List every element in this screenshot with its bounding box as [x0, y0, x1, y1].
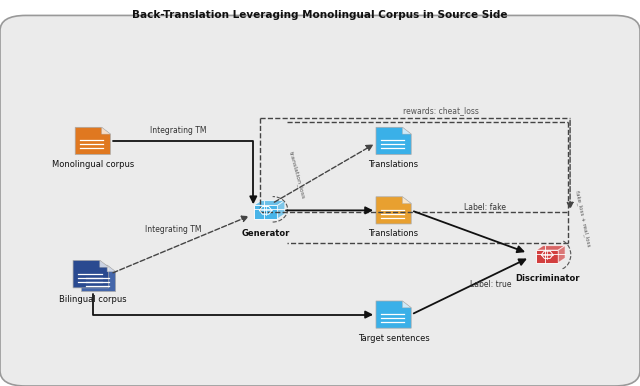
Text: Label: fake: Label: fake	[464, 203, 506, 212]
Polygon shape	[81, 265, 116, 291]
Text: Translations: Translations	[369, 229, 419, 239]
Polygon shape	[403, 127, 412, 134]
FancyBboxPatch shape	[0, 15, 640, 386]
Polygon shape	[277, 201, 285, 219]
Text: Translations: Translations	[369, 160, 419, 169]
Polygon shape	[76, 127, 110, 154]
Text: translation_loss: translation_loss	[287, 151, 306, 200]
Polygon shape	[536, 250, 558, 262]
Polygon shape	[536, 245, 565, 250]
Polygon shape	[558, 245, 565, 262]
Text: fake_loss + real_loss: fake_loss + real_loss	[573, 190, 591, 247]
Text: Integrating TM: Integrating TM	[145, 225, 201, 234]
Text: Label: true: Label: true	[470, 280, 512, 289]
Polygon shape	[376, 127, 412, 154]
Text: Generator: Generator	[241, 229, 290, 239]
Polygon shape	[376, 197, 412, 224]
Polygon shape	[107, 265, 116, 272]
Text: Discriminator: Discriminator	[515, 274, 579, 283]
Polygon shape	[254, 205, 277, 219]
Polygon shape	[403, 197, 412, 203]
Text: Bilingual corpus: Bilingual corpus	[59, 295, 127, 304]
Polygon shape	[100, 261, 109, 267]
Polygon shape	[102, 127, 110, 134]
Text: rewards: cheat_loss: rewards: cheat_loss	[403, 107, 479, 115]
Polygon shape	[403, 301, 412, 308]
Polygon shape	[254, 201, 285, 205]
Text: Back-Translation Leveraging Monolingual Corpus in Source Side: Back-Translation Leveraging Monolingual …	[132, 10, 508, 20]
Text: Monolingual corpus: Monolingual corpus	[52, 160, 134, 169]
Text: Integrating TM: Integrating TM	[150, 126, 207, 135]
Polygon shape	[376, 301, 412, 328]
Polygon shape	[73, 261, 109, 288]
Text: Target sentences: Target sentences	[358, 334, 429, 343]
